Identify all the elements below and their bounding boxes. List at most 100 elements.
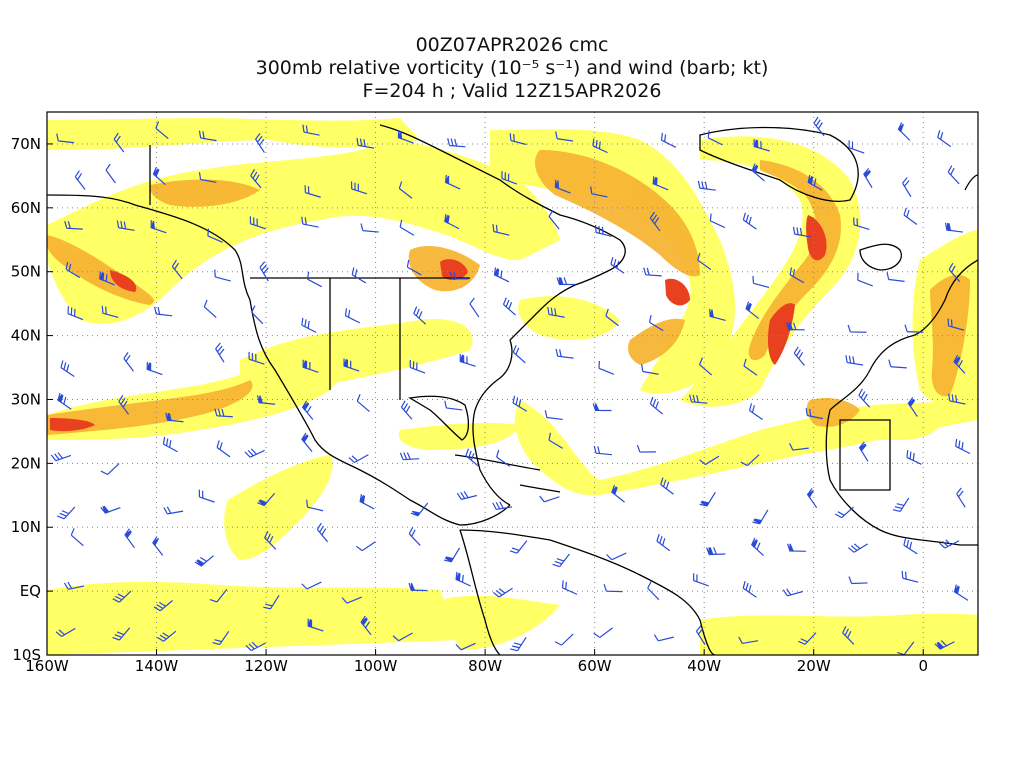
wind-barb — [785, 322, 805, 331]
wind-barb — [65, 261, 81, 279]
wind-barb — [351, 267, 367, 284]
map-title-line2: 300mb relative vorticity (10⁻⁵ s⁻¹) and … — [255, 57, 769, 79]
wind-barb — [947, 318, 965, 331]
wind-barb — [956, 487, 966, 508]
north-america-east-coast — [379, 124, 626, 506]
wind-barb — [304, 185, 321, 198]
wind-barb — [63, 581, 85, 590]
wind-barb — [748, 403, 763, 421]
wind-barb — [842, 625, 855, 645]
wind-barb — [897, 122, 911, 141]
x-tick-label: 140W — [135, 657, 179, 675]
wind-barb — [113, 132, 125, 153]
wind-barb — [699, 357, 713, 376]
wind-barb — [501, 171, 518, 185]
wind-barbs — [50, 116, 971, 655]
x-tick-label: 0 — [918, 657, 928, 675]
wind-barb — [118, 395, 129, 415]
wind-barb — [493, 267, 510, 283]
wind-barb — [611, 484, 625, 503]
x-axis: 160W 140W 120W 100W 80W 60W 40W 20W 0 — [25, 649, 928, 675]
wind-barb — [847, 543, 868, 553]
wind-barb — [459, 354, 476, 367]
wind-barb — [590, 186, 608, 198]
scandinavia — [964, 174, 978, 191]
wind-barb — [743, 358, 758, 376]
wind-barb — [848, 576, 868, 585]
wind-barb — [806, 488, 818, 508]
wind-barb — [858, 388, 871, 408]
shade-red — [110, 270, 137, 292]
wind-barb — [302, 124, 320, 136]
wind-barb — [593, 627, 613, 638]
wind-barb — [301, 581, 322, 590]
x-tick-label: 100W — [354, 657, 398, 675]
wind-barb — [257, 492, 276, 507]
wind-barb — [555, 131, 574, 142]
wind-barb — [892, 497, 910, 512]
wind-barb — [509, 133, 527, 146]
wind-barb — [264, 530, 277, 550]
wind-barb — [413, 306, 427, 325]
wind-barb — [510, 636, 527, 652]
y-tick-label: 60N — [11, 199, 41, 217]
wind-barb — [456, 491, 477, 500]
wind-barb — [214, 269, 231, 282]
wind-barb — [753, 139, 770, 152]
wind-barb — [649, 396, 664, 415]
wind-barb — [697, 180, 716, 191]
wind-barb — [112, 590, 132, 603]
wind-barb — [636, 444, 656, 453]
wind-barb — [408, 526, 421, 546]
wind-barb — [697, 252, 712, 270]
wind-barb — [259, 261, 269, 282]
wind-barb — [302, 359, 319, 373]
wind-barb — [863, 168, 873, 189]
wind-barb — [398, 181, 413, 199]
wind-barb — [656, 533, 671, 552]
shade-yellow — [47, 118, 420, 150]
wind-barb — [652, 176, 669, 191]
wind-barb — [751, 163, 765, 182]
shade-yellow — [240, 319, 473, 390]
wind-barb — [165, 412, 184, 423]
wind-barb — [359, 494, 375, 510]
wind-barb — [603, 583, 623, 593]
wind-barb — [606, 552, 627, 561]
wind-barb — [547, 306, 565, 318]
caribbean-islands — [454, 454, 561, 493]
shade-orange — [748, 160, 841, 361]
wind-barb — [316, 522, 329, 543]
shade-orange — [149, 179, 260, 207]
wind-barb — [198, 130, 217, 142]
wind-barb — [355, 541, 376, 552]
shade-orange — [47, 380, 253, 435]
wind-barb — [592, 403, 612, 412]
wind-barb — [813, 116, 825, 137]
wind-barb — [100, 505, 121, 514]
wind-barb — [554, 633, 574, 646]
wind-barb — [693, 573, 709, 587]
wind-barb — [512, 345, 526, 364]
shade-red — [767, 303, 795, 365]
wind-barb — [194, 555, 214, 567]
wind-barb — [805, 408, 824, 420]
africa-europe — [825, 259, 978, 546]
wind-barb — [953, 584, 969, 601]
wind-barb — [742, 212, 757, 230]
wind-barb — [50, 452, 72, 462]
x-tick-label: 160W — [25, 657, 69, 675]
wind-barb — [348, 454, 369, 464]
wind-barb — [598, 360, 615, 375]
wind-barb — [163, 506, 184, 515]
wind-barb — [948, 262, 961, 283]
wind-barb — [203, 299, 217, 318]
wind-barb — [301, 400, 314, 420]
x-tick-label: 60W — [578, 657, 612, 675]
wind-barb — [955, 438, 971, 455]
wind-barb — [649, 211, 661, 232]
y-tick-label: 70N — [11, 135, 41, 153]
shade-orange — [535, 150, 700, 277]
wind-barb — [789, 267, 805, 284]
wind-barb — [245, 641, 266, 652]
